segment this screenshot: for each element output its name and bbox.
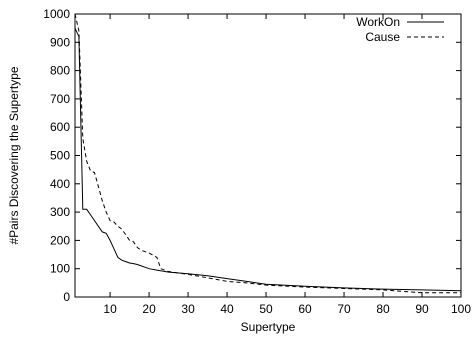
x-tick-label: 40 (220, 302, 234, 316)
x-tick-label: 90 (415, 302, 429, 316)
x-tick-label: 50 (259, 302, 273, 316)
y-axis-title: #Pairs Discovering the Supertype (7, 66, 21, 244)
y-tick-label: 200 (50, 233, 70, 247)
legend-label-cause: Cause (365, 30, 400, 44)
x-tick-label: 70 (337, 302, 351, 316)
y-tick-label: 0 (63, 290, 70, 304)
x-tick-label: 80 (376, 302, 390, 316)
y-tick-label: 800 (50, 64, 70, 78)
y-tick-label: 100 (50, 262, 70, 276)
x-tick-label: 10 (103, 302, 117, 316)
y-tick-label: 400 (50, 177, 70, 191)
x-tick-label: 30 (181, 302, 195, 316)
series-line-cause (74, 13, 461, 294)
plot-frame (74, 13, 462, 298)
plot-border (74, 13, 462, 298)
x-axis: 10 20 30 40 50 60 70 80 90 100 (103, 14, 471, 316)
y-tick-label: 900 (50, 35, 70, 49)
series-layer (74, 13, 462, 294)
series-line-workon (74, 27, 462, 292)
y-tick-label: 1000 (43, 7, 70, 21)
x-tick-label: 20 (142, 302, 156, 316)
legend-label-workon: WorkOn (356, 15, 400, 29)
x-tick-label: 60 (298, 302, 312, 316)
y-tick-label: 500 (50, 149, 70, 163)
y-tick-label: 700 (50, 92, 70, 106)
x-tick-label: 100 (451, 302, 471, 316)
y-tick-label: 300 (50, 205, 70, 219)
y-axis: 0 100 200 300 400 500 600 700 800 900 1000 (43, 7, 461, 304)
y-tick-label: 600 (50, 120, 70, 134)
x-axis-title: Supertype (241, 320, 296, 334)
